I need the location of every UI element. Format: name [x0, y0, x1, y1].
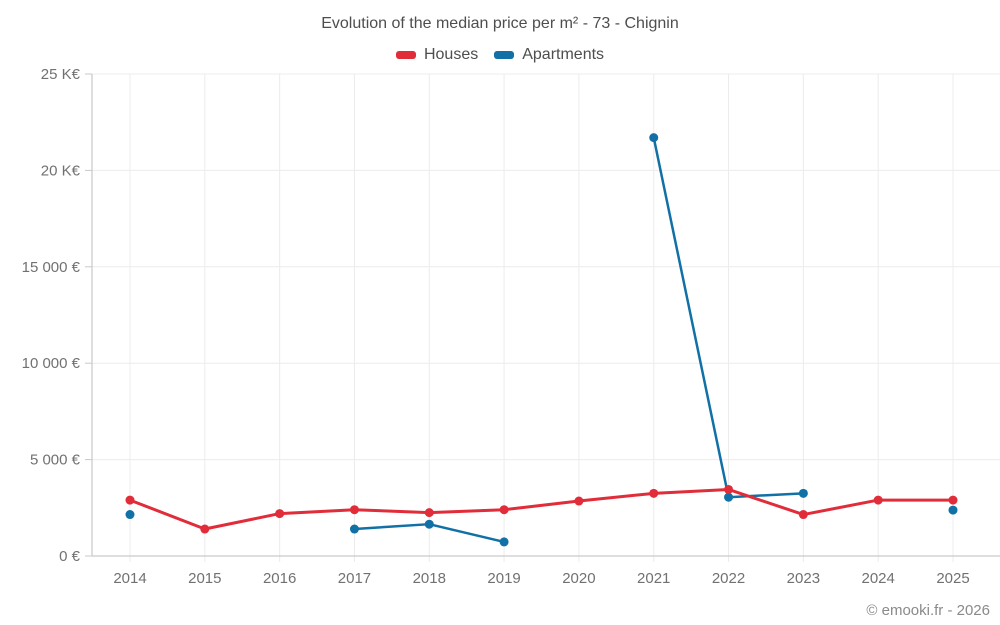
data-point-houses-2015[interactable] — [200, 524, 210, 534]
data-point-houses-2019[interactable] — [499, 505, 509, 515]
x-axis-label: 2020 — [562, 570, 595, 587]
y-axis-label: 15 000 € — [22, 259, 81, 276]
y-axis-label: 5 000 € — [30, 452, 81, 469]
x-axis-label: 2021 — [637, 570, 670, 587]
x-axis-label: 2014 — [113, 570, 146, 587]
data-point-houses-2018[interactable] — [424, 508, 434, 518]
data-point-houses-2022[interactable] — [724, 484, 734, 494]
x-axis-label: 2025 — [936, 570, 969, 587]
data-point-apartments-2023[interactable] — [798, 488, 808, 498]
x-axis-label: 2018 — [413, 570, 446, 587]
y-axis-label: 25 K€ — [41, 66, 81, 83]
data-point-apartments-2021[interactable] — [649, 133, 659, 143]
x-axis-label: 2016 — [263, 570, 296, 587]
legend-swatch-houses — [395, 51, 416, 59]
data-point-houses-2021[interactable] — [649, 488, 659, 498]
attribution-link[interactable]: © emooki.fr - 2026 — [866, 602, 990, 619]
data-point-houses-2016[interactable] — [275, 509, 285, 519]
legend-item-houses[interactable]: Houses — [395, 46, 479, 64]
legend-swatch-apartments — [494, 51, 515, 59]
data-point-houses-2025[interactable] — [948, 495, 958, 505]
x-axis-label: 2017 — [338, 570, 371, 587]
data-point-apartments-2022[interactable] — [724, 492, 734, 502]
legend-label-apartments: Apartments — [522, 46, 605, 63]
data-point-houses-2023[interactable] — [798, 510, 808, 520]
data-point-apartments-2019[interactable] — [499, 537, 509, 547]
chart-legend: Houses Apartments — [0, 46, 1000, 64]
series-line-houses — [128, 487, 955, 531]
data-point-apartments-2014[interactable] — [125, 510, 135, 520]
x-axis-label: 2023 — [787, 570, 820, 587]
x-axis-label: 2022 — [712, 570, 745, 587]
data-point-apartments-2018[interactable] — [424, 519, 434, 529]
data-point-houses-2014[interactable] — [125, 495, 135, 505]
chart-title: Evolution of the median price per m² - 7… — [321, 15, 679, 32]
data-point-houses-2024[interactable] — [873, 495, 883, 505]
x-axis-label: 2015 — [188, 570, 221, 587]
data-point-houses-2020[interactable] — [574, 496, 584, 506]
x-axis-label: 2019 — [487, 570, 520, 587]
y-axis-label: 0 € — [59, 548, 81, 565]
x-axis-label: 2024 — [861, 570, 894, 587]
data-point-houses-2017[interactable] — [349, 505, 359, 515]
legend-item-apartments[interactable]: Apartments — [494, 46, 604, 64]
y-axis-label: 10 000 € — [22, 355, 81, 372]
y-axis-label: 20 K€ — [41, 162, 81, 179]
data-point-apartments-2017[interactable] — [349, 524, 359, 534]
legend-label-houses: Houses — [423, 46, 479, 63]
data-point-apartments-2025[interactable] — [948, 505, 958, 515]
